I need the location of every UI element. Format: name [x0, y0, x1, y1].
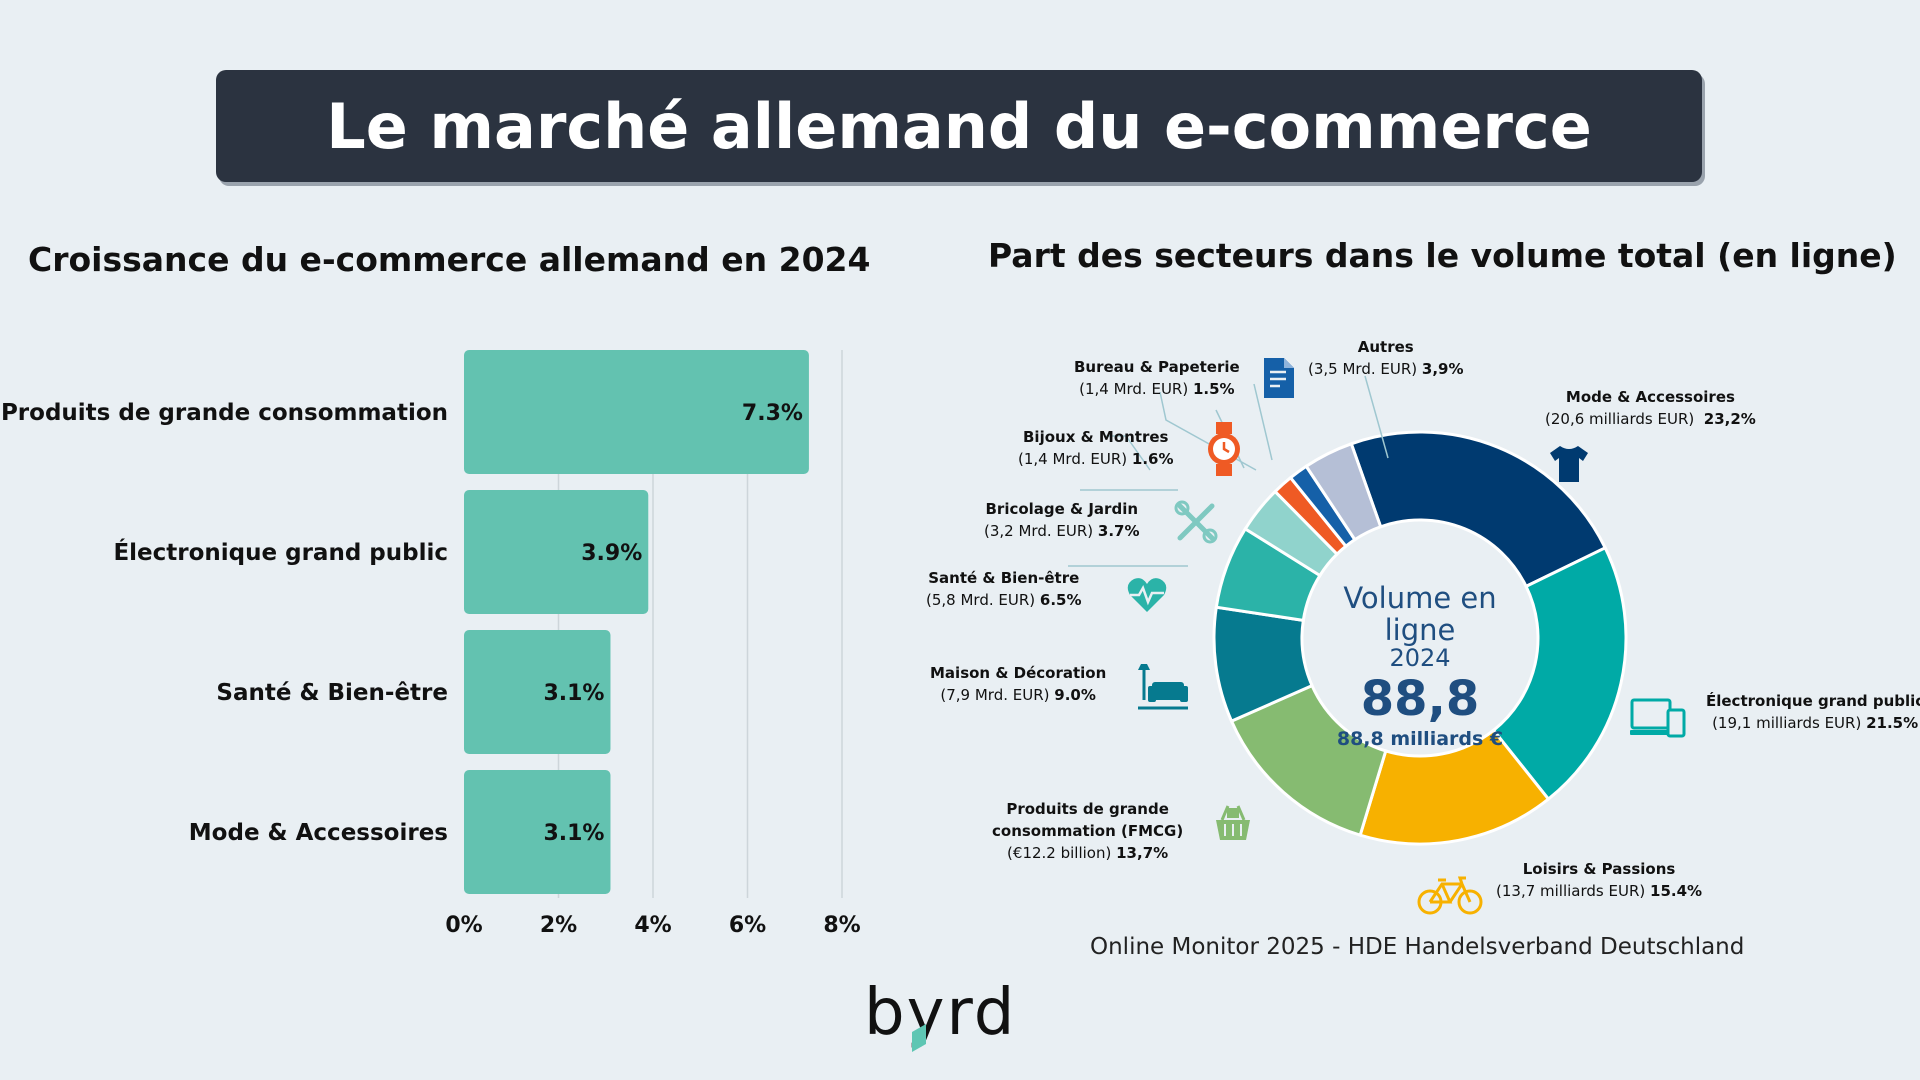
x-tick-label: 0% [445, 913, 482, 938]
category-label: Santé & Bien-être [216, 680, 448, 706]
donut-chart-title: Part des secteurs dans le volume total (… [988, 236, 1897, 275]
leader-line [1106, 435, 1151, 471]
label-maison: Maison & Décoration (7,9 Mrd. EUR) 9.0% [930, 664, 1107, 704]
label-bijoux: Bijoux & Montres (1,4 Mrd. EUR) 1.6% [1018, 428, 1174, 468]
byrd-logo: byrd [860, 976, 1014, 1074]
category-label: Électronique grand public [113, 538, 448, 566]
category-label: Mode & Accessoires [189, 820, 448, 846]
bar [464, 350, 809, 474]
title-banner: Le marché allemand du e-commerce [216, 70, 1702, 182]
svg-text:byrd: byrd [864, 978, 1010, 1050]
label-mode: Mode & Accessoires (20,6 milliards EUR) … [1545, 388, 1756, 428]
page-title: Le marché allemand du e-commerce [326, 89, 1592, 163]
center-value: 88,8 [1360, 671, 1480, 727]
basket-icon [1216, 805, 1250, 840]
center-line2: 2024 [1389, 644, 1451, 672]
bar-value-label: 7.3% [742, 401, 803, 426]
donut-chart [1068, 375, 1628, 846]
donut-slice [1349, 430, 1608, 589]
source-note: Online Monitor 2025 - HDE Handelsverband… [1090, 934, 1745, 960]
label-bricolage: Bricolage & Jardin (3,2 Mrd. EUR) 3.7% [984, 500, 1140, 540]
x-tick-label: 6% [729, 913, 766, 938]
devices-icon [1630, 698, 1686, 738]
donut-center-label: Volume en ligne 2024 88,8 88,8 milliards… [1310, 582, 1530, 750]
document-icon [1264, 358, 1294, 398]
bicycle-icon [1417, 876, 1483, 915]
byrd-logo-mark: byrd [864, 976, 1014, 1052]
leader-line [1253, 383, 1273, 461]
donut-slice [1491, 545, 1628, 802]
label-loisirs: Loisirs & Passions (13,7 milliards EUR) … [1496, 860, 1703, 900]
center-subtitle: 88,8 milliards € [1336, 728, 1504, 750]
x-tick-label: 4% [634, 913, 671, 938]
bar-value-label: 3.9% [581, 541, 642, 566]
label-electronique: Électronique grand public (19,1 milliard… [1706, 692, 1920, 732]
armchair-icon [1138, 664, 1188, 710]
label-fmcg: Produits de grande consommation (FMCG) (… [992, 800, 1184, 862]
bar-value-label: 3.1% [543, 681, 604, 706]
leader-line [1364, 375, 1389, 459]
bar [464, 490, 649, 614]
bar-chart-title: Croissance du e-commerce allemand en 202… [28, 240, 871, 279]
tools-icon [1174, 500, 1218, 544]
x-tick-label: 2% [540, 913, 577, 938]
bar [464, 770, 611, 894]
label-sante: Santé & Bien-être (5,8 Mrd. EUR) 6.5% [926, 569, 1082, 609]
x-tick-label: 8% [823, 913, 860, 938]
bar-chart: 7.3% Produits de grande consommation 3.9% É… [1, 350, 861, 938]
center-line1: Volume en ligne [1343, 581, 1497, 647]
heart-pulse-icon [1127, 578, 1167, 612]
bar [464, 630, 611, 754]
label-bureau: Bureau & Papeterie (1,4 Mrd. EUR) 1.5% [1074, 358, 1240, 398]
donut-slice [1304, 441, 1383, 542]
tshirt-icon [1550, 446, 1588, 482]
label-autres: Autres (3,5 Mrd. EUR) 3,9% [1308, 338, 1464, 378]
watch-icon [1208, 422, 1240, 476]
bar-value-label: 3.1% [543, 821, 604, 846]
category-label: Produits de grande consommation [1, 400, 448, 426]
